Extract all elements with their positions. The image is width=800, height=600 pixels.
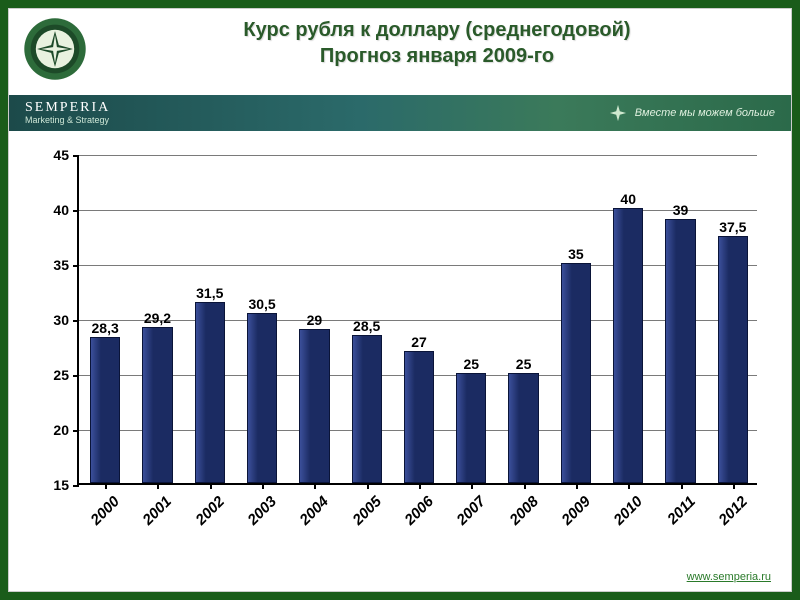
bar-value-label: 28,5	[353, 318, 380, 334]
x-tick-label: 2004	[297, 493, 333, 529]
gridline	[79, 265, 757, 266]
title-line-2: Прогноз января 2009-го	[99, 43, 775, 69]
bar: 40	[613, 208, 643, 483]
slide-title: Курс рубля к доллару (среднегодовой) Про…	[99, 17, 775, 69]
bar: 37,5	[718, 236, 748, 484]
brand-banner: SEMPERIA Marketing & Strategy Вместе мы …	[9, 95, 791, 131]
y-tick-label: 25	[53, 367, 79, 383]
x-tick-label: 2009	[558, 493, 594, 529]
bar-value-label: 25	[516, 356, 532, 372]
bar: 29,2	[142, 327, 172, 483]
banner-subtitle: Marketing & Strategy	[25, 116, 110, 126]
gridline	[79, 210, 757, 211]
semperia-logo-icon	[23, 17, 87, 81]
x-tick-label: 2007	[454, 493, 490, 529]
bar: 25	[456, 373, 486, 483]
gridline	[79, 320, 757, 321]
banner-brand: SEMPERIA	[25, 100, 110, 115]
bar-value-label: 28,3	[92, 320, 119, 336]
banner-right: Вместе мы можем больше	[609, 104, 775, 122]
bar-value-label: 31,5	[196, 285, 223, 301]
x-tick-label: 2005	[349, 493, 385, 529]
plot-area: 1520253035404528,3200029,2200131,5200230…	[77, 155, 757, 485]
x-tick-label: 2010	[611, 493, 647, 529]
y-tick-label: 20	[53, 422, 79, 438]
bar: 30,5	[247, 313, 277, 484]
bar-value-label: 27	[411, 334, 427, 350]
gridline	[79, 155, 757, 156]
y-tick-label: 40	[53, 202, 79, 218]
x-tick-label: 2006	[401, 493, 437, 529]
slide: Курс рубля к доллару (среднегодовой) Про…	[8, 8, 792, 592]
x-tick-label: 2001	[140, 493, 176, 529]
bar-value-label: 30,5	[248, 296, 275, 312]
star-icon	[609, 104, 627, 122]
footer-url[interactable]: www.semperia.ru	[687, 571, 771, 583]
bar: 28,3	[90, 337, 120, 483]
slide-header: Курс рубля к доллару (среднегодовой) Про…	[9, 9, 791, 95]
bar: 39	[665, 219, 695, 483]
bar-value-label: 25	[463, 356, 479, 372]
bar: 28,5	[352, 335, 382, 484]
title-line-1: Курс рубля к доллару (среднегодовой)	[99, 17, 775, 43]
bar-value-label: 35	[568, 246, 584, 262]
bar-value-label: 39	[673, 202, 689, 218]
x-tick-label: 2008	[506, 493, 542, 529]
x-tick-label: 2003	[244, 493, 280, 529]
bar: 31,5	[195, 302, 225, 484]
exchange-rate-chart: 1520253035404528,3200029,2200131,5200230…	[33, 139, 767, 541]
banner-left: SEMPERIA Marketing & Strategy	[25, 100, 110, 125]
bar: 25	[508, 373, 538, 483]
bar-value-label: 29,2	[144, 310, 171, 326]
y-tick-label: 30	[53, 312, 79, 328]
y-tick-label: 35	[53, 257, 79, 273]
x-tick-label: 2002	[192, 493, 228, 529]
bar-value-label: 29	[307, 312, 323, 328]
bar-value-label: 40	[620, 191, 636, 207]
bar: 29	[299, 329, 329, 483]
bar: 27	[404, 351, 434, 483]
banner-tagline: Вместе мы можем больше	[635, 107, 775, 119]
y-tick-label: 15	[53, 477, 79, 493]
x-tick-label: 2012	[715, 493, 751, 529]
bar-value-label: 37,5	[719, 219, 746, 235]
y-tick-label: 45	[53, 147, 79, 163]
bar: 35	[561, 263, 591, 483]
x-tick-label: 2000	[88, 493, 124, 529]
x-tick-label: 2011	[664, 493, 699, 528]
